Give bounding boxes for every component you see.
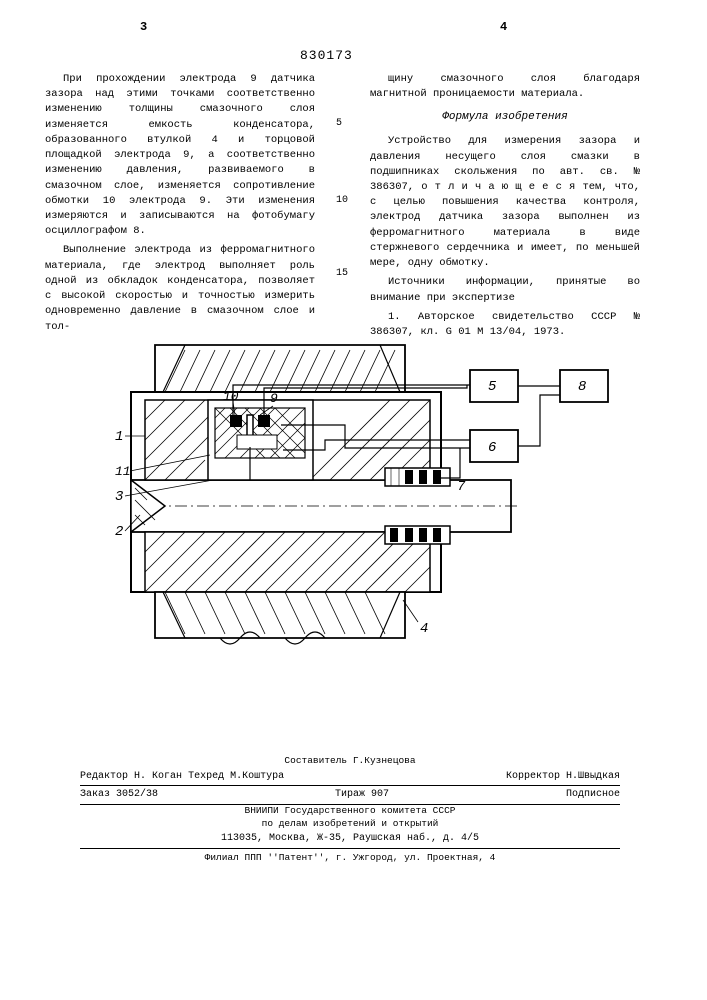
svg-text:1: 1 [115, 429, 123, 445]
branch-line: Филиал ППП ''Патент'', г. Ужгород, ул. П… [80, 852, 620, 865]
line-marker-10: 10 [336, 195, 348, 206]
column-right: щину смазочного слоя благодаря магнитной… [370, 72, 640, 344]
svg-text:5: 5 [488, 379, 497, 395]
page-number-right: 4 [500, 20, 507, 34]
svg-text:9: 9 [270, 391, 278, 406]
editor-label: Редактор [80, 771, 128, 782]
tech-name: М.Коштура [230, 771, 284, 782]
col-right-para-1: щину смазочного слоя благодаря магнитной… [370, 72, 640, 102]
svg-text:10: 10 [223, 389, 239, 404]
column-left: При прохождении электрода 9 датчика зазо… [45, 72, 315, 339]
corrector-label: Корректор [506, 771, 560, 782]
tech-label: Техред [188, 771, 224, 782]
address-1: 113035, Москва, Ж-35, Раушская наб., д. … [80, 832, 620, 846]
corrector-name: Н.Швыдкая [566, 771, 620, 782]
col-right-para-4: 1. Авторское свидетельство СССР № 386307… [370, 310, 640, 340]
figure-svg: 1 2 3 4 5 6 7 8 9 10 11 [85, 340, 625, 705]
tirazh-label: Тираж [335, 789, 365, 800]
line-marker-15: 15 [336, 268, 348, 279]
order-label: Заказ [80, 789, 110, 800]
claim-title: Формула изобретения [370, 110, 640, 126]
col-left-para-1: При прохождении электрода 9 датчика зазо… [45, 72, 315, 239]
compiler-label: Составитель [284, 755, 347, 766]
col-right-para-2: Устройство для измерения зазора и давлен… [370, 134, 640, 271]
svg-text:8: 8 [578, 379, 586, 395]
col-right-para-3: Источники информации, принятые во вниман… [370, 275, 640, 305]
org-line-2: по делам изобретений и открытий [80, 818, 620, 831]
technical-drawing: 1 2 3 4 5 6 7 8 9 10 11 [85, 340, 625, 705]
order-number: 3052/38 [116, 789, 158, 800]
svg-text:2: 2 [115, 524, 123, 540]
page-number-left: 3 [140, 20, 147, 34]
svg-text:11: 11 [115, 464, 131, 479]
svg-text:7: 7 [457, 479, 466, 495]
tirazh-number: 907 [371, 789, 389, 800]
document-number: 830173 [300, 48, 353, 63]
editor-name: Н. Коган [134, 771, 182, 782]
svg-text:4: 4 [420, 621, 428, 637]
line-marker-5: 5 [336, 118, 342, 129]
svg-text:6: 6 [488, 440, 496, 456]
podpisnoe-label: Подписное [566, 788, 620, 802]
org-line-1: ВНИИПИ Государственного комитета СССР [80, 805, 620, 818]
compiler-name: Г.Кузнецова [353, 755, 416, 766]
svg-text:3: 3 [115, 489, 123, 505]
col-left-para-2: Выполнение электрода из ферромагнитного … [45, 243, 315, 334]
footer-block: Составитель Г.Кузнецова Редактор Н. Кога… [80, 755, 620, 865]
